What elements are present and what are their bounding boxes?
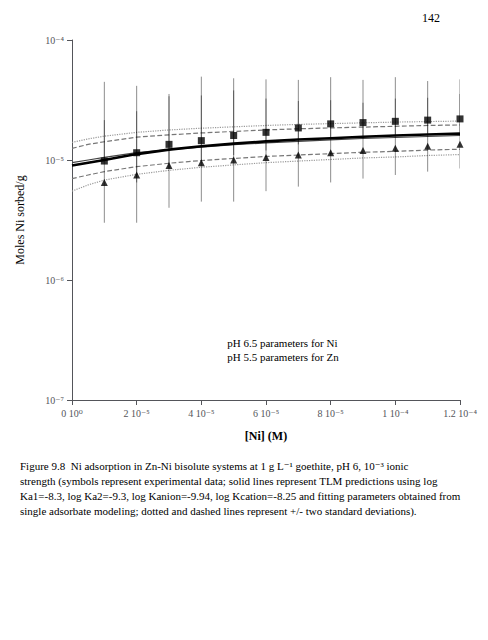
svg-text:[Ni] (M): [Ni] (M) — [245, 429, 287, 443]
svg-text:142: 142 — [422, 11, 440, 25]
svg-text:10⁻⁶: 10⁻⁶ — [45, 275, 64, 286]
svg-text:4 10⁻⁵: 4 10⁻⁵ — [188, 408, 214, 419]
svg-text:8 10⁻⁵: 8 10⁻⁵ — [318, 408, 344, 419]
svg-text:10⁻⁴: 10⁻⁴ — [45, 35, 64, 46]
svg-text:10⁻⁵: 10⁻⁵ — [45, 155, 64, 166]
svg-text:1 10⁻⁴: 1 10⁻⁴ — [382, 408, 409, 419]
svg-text:2 10⁻⁵: 2 10⁻⁵ — [124, 408, 150, 419]
svg-text:1.2 10⁻⁴: 1.2 10⁻⁴ — [443, 408, 477, 419]
svg-text:6 10⁻⁵: 6 10⁻⁵ — [253, 408, 279, 419]
svg-text:10⁻⁷: 10⁻⁷ — [45, 395, 64, 406]
svg-text:single adsorbate modeling; dot: single adsorbate modeling; dotted and da… — [20, 505, 417, 518]
svg-text:pH 6.5 parameters for Ni: pH 6.5 parameters for Ni — [227, 337, 337, 349]
svg-text:0 10⁰: 0 10⁰ — [61, 408, 83, 419]
svg-text:Figure 9.8 Ni adsorption in Z: Figure 9.8 Ni adsorption in Zn-Ni bisolu… — [20, 460, 411, 472]
svg-text:Ka1=-8.3, log Ka2=-9.3, log Ka: Ka1=-8.3, log Ka2=-9.3, log Kanion=-9.94… — [20, 490, 463, 502]
svg-text:Moles Ni sorbed/g: Moles Ni sorbed/g — [13, 175, 27, 264]
svg-text:strength (symbols represent ex: strength (symbols represent experimental… — [20, 475, 440, 488]
svg-text:pH 5.5 parameters for Zn: pH 5.5 parameters for Zn — [227, 351, 339, 363]
